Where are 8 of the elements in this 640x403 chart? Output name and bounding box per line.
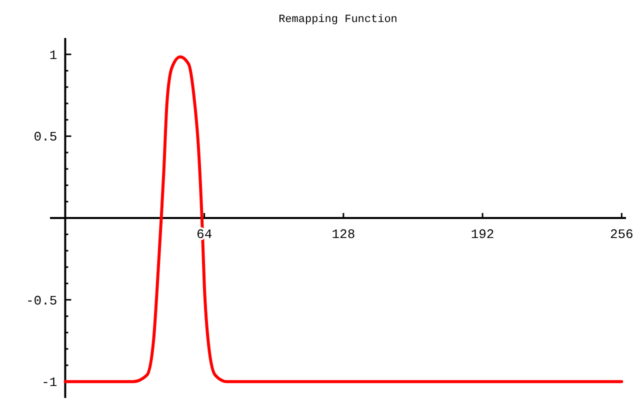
y-tick-label: 0.5: [34, 130, 58, 145]
x-tick-label: 192: [470, 227, 494, 242]
y-tick-label: -1: [42, 375, 58, 390]
x-tick-label: 128: [332, 227, 356, 242]
y-tick-label: -0.5: [26, 293, 58, 308]
x-tick-label: 256: [610, 227, 634, 242]
chart-title: Remapping Function: [278, 14, 398, 26]
y-tick-label: 1: [49, 48, 58, 63]
